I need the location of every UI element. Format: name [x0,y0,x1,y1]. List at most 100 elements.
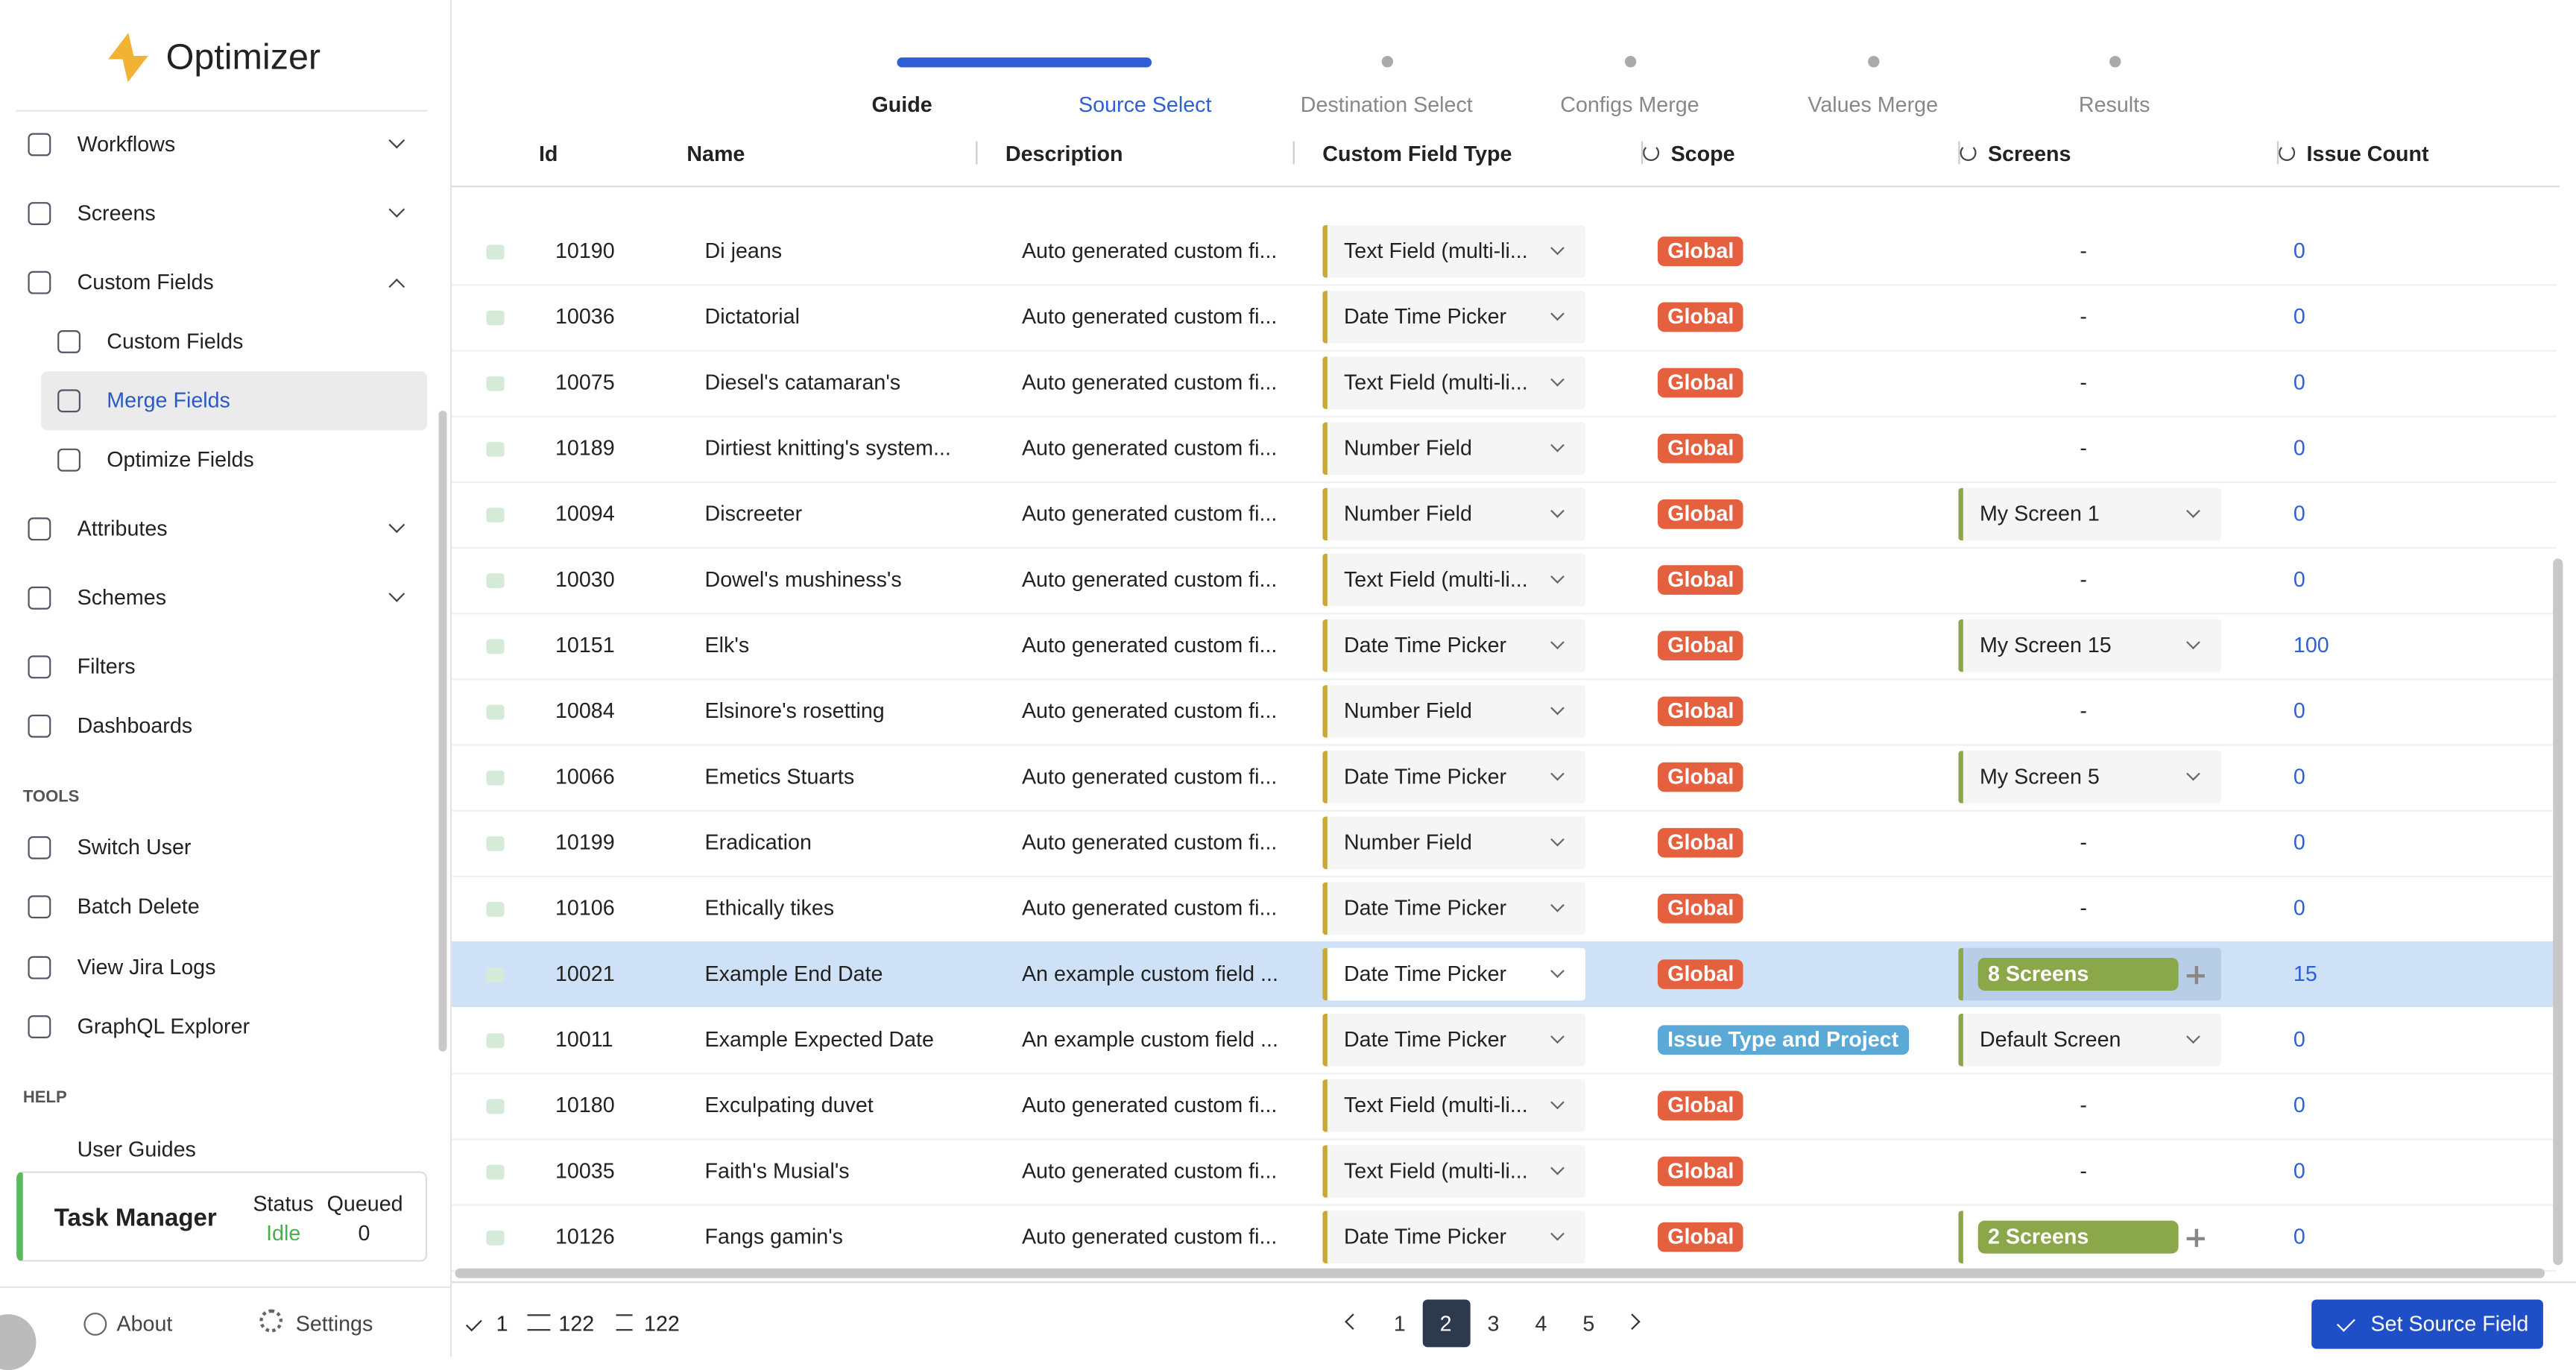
page[interactable]: 1 [1393,1310,1406,1336]
cell-issue-count[interactable]: 0 [2293,895,2305,921]
prev-page[interactable] [1345,1313,1361,1330]
page[interactable]: 2 [1439,1310,1452,1336]
page[interactable]: 5 [1582,1310,1595,1336]
cell-type[interactable]: Date Time Picker [1343,303,1507,329]
column-header[interactable]: Scope [1670,141,1735,166]
cell-type[interactable]: Date Time Picker [1343,763,1507,789]
screens-select[interactable] [1958,619,2221,672]
chevron[interactable] [388,517,405,534]
cell-issue-count[interactable]: 0 [2293,566,2305,592]
type-select[interactable] [1322,224,1585,278]
cell-issue-count[interactable]: 0 [2293,303,2305,329]
cell-type[interactable]: Text Field (multi-li... [1343,1158,1528,1183]
cell-type[interactable]: Number Field [1343,435,1472,461]
type-select[interactable] [1322,422,1585,475]
nav-item[interactable]: GraphQL Explorer [77,1013,250,1038]
type-select[interactable] [1322,1210,1585,1263]
cell-type[interactable]: Text Field (multi-li... [1343,566,1528,592]
cell-issue-count[interactable]: 0 [2293,830,2305,855]
nav-item[interactable]: Schemes [77,584,167,610]
screens-select[interactable] [1958,1013,2221,1067]
cell-issue-count[interactable]: 0 [2293,1224,2305,1249]
cell-issue-count[interactable]: 0 [2293,1092,2305,1117]
column-header[interactable]: Issue Count [2306,141,2429,166]
type-select[interactable] [1322,1013,1585,1067]
chevron[interactable] [388,278,405,295]
type-select[interactable] [1322,1145,1585,1198]
screens-badge[interactable]: 8 Screens [1977,957,2179,991]
cell-screens[interactable]: My Screen 5 [1979,763,2100,789]
cell-issue-count[interactable]: 0 [2293,698,2305,723]
column-header[interactable]: Name [686,141,745,166]
type-select[interactable] [1322,882,1585,935]
nav-item[interactable]: Merge Fields [107,388,230,413]
nav-item[interactable]: Dashboards [77,713,193,738]
type-select[interactable] [1322,1079,1585,1132]
plus-v [2194,966,2197,985]
screens-badge[interactable]: 2 Screens [1977,1220,2179,1254]
type-select[interactable] [1322,356,1585,409]
cell-screens: - [2080,1092,2087,1117]
screens-select[interactable] [1958,751,2221,804]
nav-item[interactable]: User Guides [77,1137,196,1157]
cell-type[interactable]: Text Field (multi-li... [1343,1092,1528,1117]
type-select[interactable] [1322,619,1585,672]
settings[interactable]: Settings [295,1310,373,1336]
cell-type[interactable]: Date Time Picker [1343,895,1507,921]
column-header[interactable]: Screens [1987,141,2071,166]
cell-issue-count[interactable]: 100 [2293,632,2329,657]
nav-item[interactable]: Batch Delete [77,894,200,919]
set-source-button[interactable]: Set Source Field [2311,1299,2543,1349]
cell-screens[interactable]: Default Screen [1979,1026,2121,1052]
next-page[interactable] [1623,1313,1641,1330]
type-select[interactable] [1322,487,1585,541]
cell-issue-count[interactable]: 0 [2293,763,2305,789]
cell-issue-count[interactable]: 0 [2293,1026,2305,1052]
type-select[interactable] [1322,816,1585,869]
nav-item[interactable]: Filters [77,654,136,679]
cell-screens[interactable]: My Screen 15 [1979,632,2112,657]
cell-screens[interactable]: My Screen 1 [1979,501,2100,526]
type-select[interactable] [1322,685,1585,738]
cell-type[interactable]: Date Time Picker [1343,1026,1507,1052]
type-select[interactable] [1322,947,1585,1001]
type-select[interactable] [1322,751,1585,804]
cell-type[interactable]: Date Time Picker [1343,632,1507,657]
cell-issue-count[interactable]: 0 [2293,1158,2305,1183]
screens-select[interactable] [1958,487,2221,541]
cell-issue-count[interactable]: 0 [2293,369,2305,394]
cell-issue-count[interactable]: 0 [2293,435,2305,461]
page[interactable]: 4 [1535,1310,1547,1336]
cell-type[interactable]: Number Field [1343,698,1472,723]
chevron[interactable] [388,201,405,218]
nav-item[interactable]: Workflows [77,131,176,157]
nav-item[interactable]: Optimize Fields [107,446,254,472]
cell-type[interactable]: Text Field (multi-li... [1343,238,1528,263]
nav-item[interactable]: Custom Fields [77,269,214,294]
cell-issue-count[interactable]: 0 [2293,238,2305,263]
cell-issue-count[interactable]: 0 [2293,501,2305,526]
cell-issue-count[interactable]: 15 [2293,961,2317,986]
nav-item[interactable]: Custom Fields [107,328,244,353]
nav-item[interactable]: Switch User [77,834,192,859]
column-header[interactable]: Custom Field Type [1322,141,1512,166]
type-select[interactable] [1322,291,1585,344]
cell-type[interactable]: Date Time Picker [1343,961,1507,986]
nav-item[interactable]: Screens [77,200,156,225]
chevron[interactable] [388,585,405,602]
nav-item[interactable]: View Jira Logs [77,954,216,979]
collapse[interactable] [0,1314,37,1370]
button-label[interactable]: Set Source Field [2370,1310,2529,1336]
cell-type[interactable]: Text Field (multi-li... [1343,369,1528,394]
cell-type[interactable]: Date Time Picker [1343,1224,1507,1249]
column-header[interactable]: Description [1005,141,1123,166]
about[interactable]: About [116,1310,173,1336]
cell-type[interactable]: Number Field [1343,830,1472,855]
column-header[interactable]: Id [538,141,558,166]
nav-item[interactable]: Attributes [77,516,168,541]
cell-type[interactable]: Number Field [1343,501,1472,526]
chevron[interactable] [388,132,405,149]
cell-screens: - [2080,369,2087,394]
type-select[interactable] [1322,553,1585,607]
page[interactable]: 3 [1487,1310,1500,1336]
